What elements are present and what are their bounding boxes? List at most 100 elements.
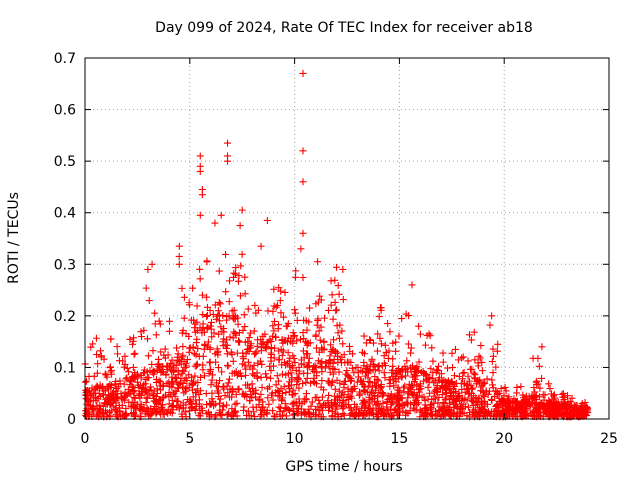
data-point: [290, 332, 298, 340]
data-point: [537, 399, 545, 407]
data-point: [245, 412, 253, 420]
data-point: [299, 147, 307, 155]
data-point: [579, 410, 587, 418]
data-point: [122, 410, 130, 418]
data-point: [519, 391, 527, 399]
data-point: [255, 401, 263, 409]
data-point: [275, 356, 283, 364]
data-point: [446, 379, 454, 387]
data-point: [297, 245, 305, 253]
data-point: [534, 354, 542, 362]
data-point: [315, 327, 323, 335]
data-point: [425, 330, 433, 338]
data-point: [289, 364, 297, 372]
data-point: [291, 390, 299, 398]
data-point: [252, 349, 260, 357]
data-point: [380, 390, 388, 398]
data-point: [513, 401, 521, 409]
data-point: [148, 368, 156, 376]
data-point: [262, 370, 270, 378]
data-point: [202, 390, 210, 398]
data-point: [213, 349, 221, 357]
data-point: [203, 293, 211, 301]
data-point: [531, 388, 539, 396]
data-point: [396, 387, 404, 395]
data-point: [424, 375, 432, 383]
data-point: [378, 389, 386, 397]
data-point: [471, 356, 479, 364]
data-point: [327, 402, 335, 410]
data-point: [99, 402, 107, 410]
data-point: [157, 378, 165, 386]
data-point: [129, 363, 137, 371]
data-point: [377, 383, 385, 391]
data-point: [128, 340, 136, 348]
data-point: [509, 407, 517, 415]
data-point: [215, 298, 223, 306]
data-point: [229, 357, 237, 365]
data-point: [475, 352, 483, 360]
data-point: [146, 383, 154, 391]
data-point: [157, 386, 165, 394]
data-point: [497, 385, 505, 393]
data-point: [324, 397, 332, 405]
data-point: [206, 307, 214, 315]
data-point: [280, 313, 288, 321]
data-point: [331, 348, 339, 356]
data-point: [151, 320, 159, 328]
data-point: [533, 396, 541, 404]
data-point: [335, 334, 343, 342]
data-point: [272, 381, 280, 389]
data-point: [500, 392, 508, 400]
data-point: [404, 340, 412, 348]
data-point: [426, 401, 434, 409]
data-point: [275, 284, 283, 292]
data-point: [304, 409, 312, 417]
data-point: [244, 381, 252, 389]
data-point: [415, 358, 423, 366]
data-point: [199, 311, 207, 319]
data-point: [437, 370, 445, 378]
data-point: [191, 320, 199, 328]
data-point: [269, 407, 277, 415]
data-point: [251, 301, 259, 309]
data-point: [161, 345, 169, 353]
data-point: [157, 348, 165, 356]
data-point: [113, 412, 121, 420]
data-point: [228, 351, 236, 359]
data-point: [373, 410, 381, 418]
data-point: [331, 298, 339, 306]
data-point: [219, 338, 227, 346]
data-point: [263, 216, 271, 224]
y-tick-label: 0.6: [54, 103, 76, 119]
data-point: [245, 345, 253, 353]
data-point: [389, 399, 397, 407]
data-point: [375, 367, 383, 375]
data-point: [347, 376, 355, 384]
data-point: [165, 327, 173, 335]
data-point: [470, 369, 478, 377]
data-point: [260, 411, 268, 419]
data-point: [457, 380, 465, 388]
data-point: [449, 363, 457, 371]
data-point: [475, 404, 483, 412]
data-point: [426, 373, 434, 381]
data-point: [179, 343, 187, 351]
data-point: [366, 336, 374, 344]
data-point: [158, 368, 166, 376]
data-point: [508, 399, 516, 407]
data-point: [502, 387, 510, 395]
data-point: [559, 389, 567, 397]
data-point: [301, 410, 309, 418]
data-point: [327, 301, 335, 309]
data-point: [218, 411, 226, 419]
data-point: [297, 335, 305, 343]
data-point: [214, 307, 222, 315]
data-point: [295, 395, 303, 403]
data-point: [306, 304, 314, 312]
data-point: [176, 379, 184, 387]
data-point: [397, 368, 405, 376]
data-point: [291, 331, 299, 339]
data-point: [188, 380, 196, 388]
data-point: [203, 312, 211, 320]
